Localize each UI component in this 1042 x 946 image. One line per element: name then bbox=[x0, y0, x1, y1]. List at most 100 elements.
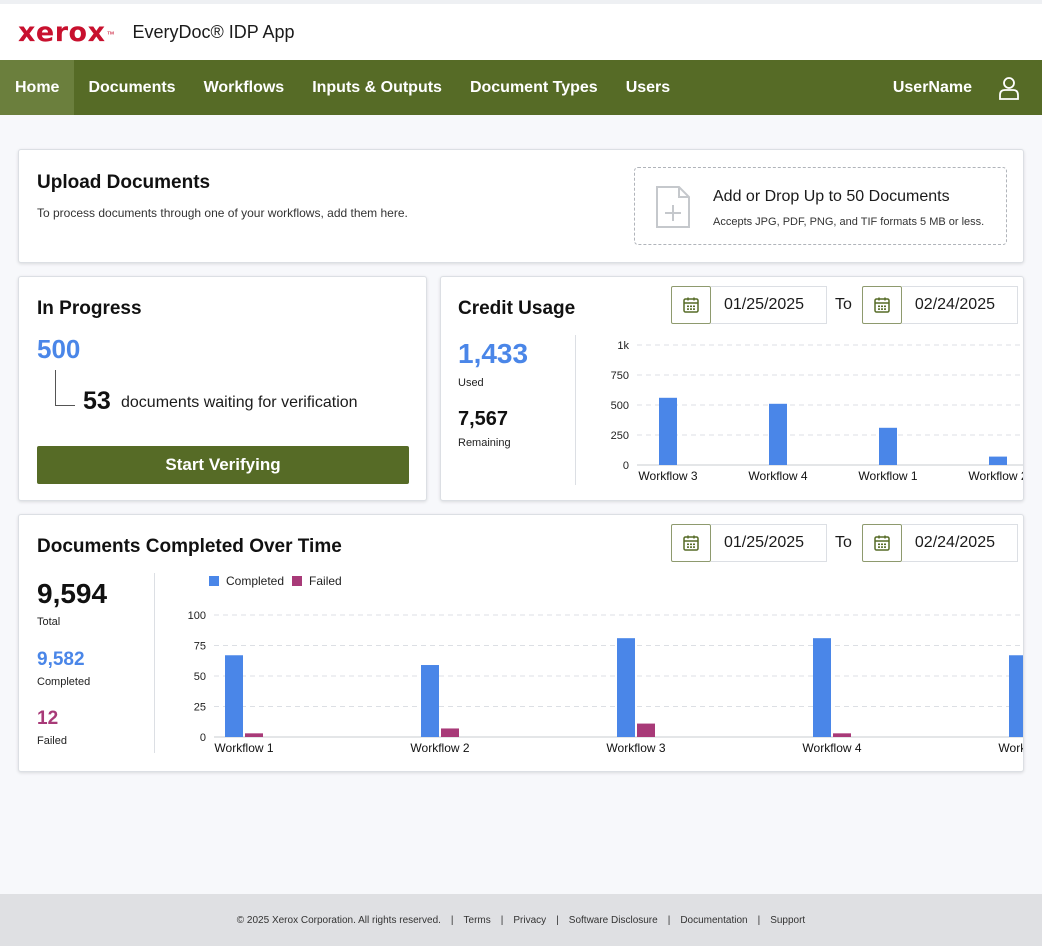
docs-divider bbox=[154, 573, 155, 753]
username-link[interactable]: UserName bbox=[892, 78, 972, 96]
documents-completed-card: Documents Completed Over Time To 9,594 bbox=[18, 514, 1024, 772]
x-tick-label: Workflow 5 bbox=[998, 741, 1024, 755]
date-to-label: To bbox=[835, 296, 852, 313]
completed-documents-value: 9,582 bbox=[37, 649, 85, 670]
date-to-label: To bbox=[835, 534, 852, 551]
nav-item-users[interactable]: Users bbox=[625, 78, 671, 96]
bar-failed[interactable] bbox=[245, 733, 263, 737]
bar-value[interactable] bbox=[769, 403, 787, 465]
y-tick-label: 1k bbox=[617, 340, 629, 352]
footer-copyright: © 2025 Xerox Corporation. All rights res… bbox=[236, 914, 441, 926]
bar-failed[interactable] bbox=[441, 728, 459, 737]
credit-usage-card: Credit Usage To 1,433 Used 7,567 bbox=[440, 276, 1024, 501]
calendar-to-button[interactable] bbox=[861, 286, 902, 324]
app-title: EveryDoc® IDP App bbox=[132, 21, 295, 42]
footer-link-support[interactable]: Support bbox=[770, 914, 806, 926]
calendar-icon bbox=[683, 535, 699, 551]
bar-value[interactable] bbox=[989, 456, 1007, 465]
logo-trademark: ™ bbox=[106, 29, 115, 39]
failed-documents-label: Failed bbox=[37, 735, 67, 747]
documents-completed-title: Documents Completed Over Time bbox=[37, 536, 342, 557]
calendar-to-button[interactable] bbox=[861, 524, 902, 562]
bar-completed[interactable] bbox=[1009, 655, 1024, 737]
footer-separator: | bbox=[757, 914, 761, 926]
y-tick-label: 0 bbox=[623, 460, 629, 472]
credit-usage-title: Credit Usage bbox=[458, 298, 576, 319]
bar-completed[interactable] bbox=[225, 655, 243, 737]
y-tick-label: 75 bbox=[194, 641, 206, 653]
credit-divider bbox=[575, 335, 576, 485]
nav-item-home[interactable]: Home bbox=[0, 60, 75, 115]
y-tick-label: 750 bbox=[611, 370, 629, 382]
total-documents-value: 9,594 bbox=[37, 578, 108, 609]
nav-item-documents[interactable]: Documents bbox=[88, 78, 176, 96]
tree-connector bbox=[55, 370, 75, 406]
completed-documents-label: Completed bbox=[37, 676, 91, 688]
x-tick-label: Workflow 1 bbox=[214, 741, 273, 755]
y-tick-label: 250 bbox=[611, 430, 629, 442]
bar-value[interactable] bbox=[659, 397, 677, 465]
footer-link-documentation[interactable]: Documentation bbox=[680, 914, 748, 926]
bar-completed[interactable] bbox=[421, 665, 439, 737]
upload-title: Upload Documents bbox=[37, 172, 211, 193]
start-verifying-button[interactable]: Start Verifying bbox=[37, 446, 409, 484]
footer-link-software-disclosure[interactable]: Software Disclosure bbox=[568, 914, 658, 926]
total-documents-label: Total bbox=[37, 616, 61, 628]
footer-link-privacy[interactable]: Privacy bbox=[513, 914, 547, 926]
footer-separator: | bbox=[500, 914, 504, 926]
docs-date-to-input[interactable] bbox=[901, 524, 1018, 562]
user-icon[interactable] bbox=[998, 76, 1020, 100]
nav-item-inputs-outputs[interactable]: Inputs & Outputs bbox=[312, 78, 442, 96]
footer-separator: | bbox=[556, 914, 559, 926]
footer-separator: | bbox=[450, 914, 454, 926]
main-nav: Home Documents Workflows Inputs & Output… bbox=[0, 60, 1042, 115]
calendar-icon bbox=[683, 297, 699, 313]
footer-link-terms[interactable]: Terms bbox=[463, 914, 491, 926]
bar-completed[interactable] bbox=[813, 638, 831, 737]
bar-completed[interactable] bbox=[617, 638, 635, 737]
legend-swatch-completed bbox=[209, 576, 219, 586]
calendar-from-button[interactable] bbox=[671, 524, 711, 562]
footer: © 2025 Xerox Corporation. All rights res… bbox=[0, 894, 1042, 946]
legend-label-completed: Completed bbox=[226, 574, 285, 588]
nav-item-document-types[interactable]: Document Types bbox=[469, 78, 598, 96]
x-tick-label: Workflow 1 bbox=[858, 469, 917, 483]
credit-date-to-input[interactable] bbox=[901, 286, 1018, 324]
dropzone-title: Add or Drop Up to 50 Documents bbox=[713, 188, 950, 205]
xerox-logo[interactable]: xerox bbox=[18, 16, 106, 48]
nav-user-area: UserName bbox=[893, 76, 1042, 100]
credit-date-range: To bbox=[671, 286, 1018, 324]
credits-used-value: 1,433 bbox=[458, 338, 529, 369]
legend-failed[interactable]: Failed bbox=[292, 574, 342, 588]
calendar-icon bbox=[874, 297, 890, 313]
failed-documents-value: 12 bbox=[37, 708, 59, 729]
in-progress-count: 500 bbox=[37, 334, 81, 364]
legend-completed[interactable]: Completed bbox=[209, 574, 284, 588]
bar-failed[interactable] bbox=[637, 723, 655, 737]
docs-date-from-input[interactable] bbox=[711, 524, 827, 562]
credit-date-from-input[interactable] bbox=[711, 286, 827, 324]
upload-description: To process documents through one of your… bbox=[37, 206, 408, 220]
waiting-verification-count: 53 bbox=[83, 387, 111, 415]
file-add-icon bbox=[656, 186, 690, 228]
y-tick-label: 100 bbox=[188, 610, 206, 622]
credits-used-label: Used bbox=[458, 377, 484, 389]
x-tick-label: Workflow 2 bbox=[410, 741, 469, 755]
x-tick-label: Workflow 3 bbox=[606, 741, 665, 755]
docs-date-range: To bbox=[671, 524, 1018, 562]
nav-item-workflows[interactable]: Workflows bbox=[203, 78, 285, 96]
y-tick-label: 25 bbox=[194, 702, 206, 714]
upload-dropzone[interactable]: Add or Drop Up to 50 Documents Accepts J… bbox=[634, 167, 1007, 245]
y-tick-label: 0 bbox=[200, 732, 206, 744]
bar-failed[interactable] bbox=[833, 733, 851, 737]
documents-completed-chart: 0 25 50 75 100 Workflow 1 Workflow 2 Workflow 3… bbox=[188, 610, 1024, 755]
bar-value[interactable] bbox=[879, 427, 897, 465]
x-tick-label: Workflow 2 bbox=[968, 469, 1024, 483]
chart-legend: Completed Failed bbox=[209, 574, 350, 588]
legend-swatch-failed bbox=[292, 576, 303, 586]
legend-label-failed: Failed bbox=[309, 574, 342, 588]
calendar-from-button[interactable] bbox=[671, 286, 711, 324]
credits-remaining-label: Remaining bbox=[458, 437, 511, 449]
in-progress-title: In Progress bbox=[37, 298, 142, 319]
credit-usage-chart: 0 250 500 750 1k Workflow 3 Workflow 4 Workflow… bbox=[611, 340, 1024, 483]
